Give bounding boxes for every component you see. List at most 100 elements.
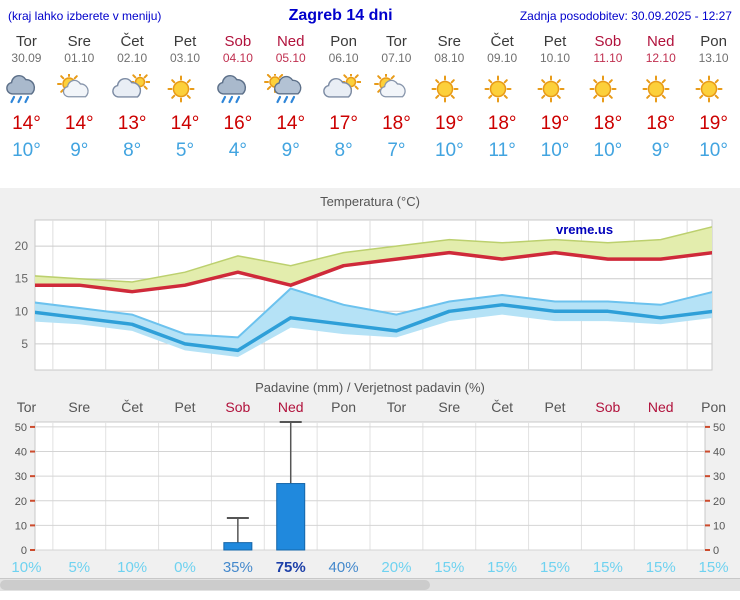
temp-max: 18° (646, 113, 676, 134)
day-name: Tor (16, 33, 37, 50)
weather-icon-cell (687, 74, 740, 106)
sunny-icon (589, 75, 617, 103)
day-column: Pet 03.10 14° 5° (159, 30, 212, 162)
day-column: Pon 13.10 19° 10° (687, 30, 740, 162)
forecast-days-row: Tor 30.09 14° 10° Sre 01.10 14° 9° Čet 02.10 13° 8°… (0, 30, 740, 162)
precip-ytick-right: 10 (713, 520, 725, 532)
sunny-icon (695, 75, 723, 103)
day-date: 03.10 (169, 51, 201, 65)
temp-min: 8° (123, 140, 142, 161)
precip-probability-label: 75% (276, 559, 306, 576)
day-name: Tor (386, 33, 407, 50)
temp-min: 10° (434, 140, 464, 161)
precip-ytick-left: 20 (15, 496, 27, 508)
precip-grid (35, 422, 705, 551)
temp-max: 14° (12, 113, 41, 134)
temp-min: 9° (70, 140, 89, 161)
precip-probability-label: 10% (11, 559, 41, 576)
temp-ytick-label: 15 (15, 272, 29, 286)
day-name: Sob (594, 33, 622, 50)
precip-probability-row: 10% 5% 10% 0% 35% 75% 40% 20% 15% 15% 15% 15% 15% 15% (11, 559, 728, 576)
rain-icon (6, 74, 36, 104)
temp-max: 14° (276, 113, 306, 134)
last-update: Zadnja posodobitev: 30.09.2025 - 12:27 (519, 9, 732, 23)
precipitation-chart-title: Padavine (mm) / Verjetnost padavin (%) (255, 380, 485, 395)
page-title: Zagreb 14 dni (288, 7, 393, 24)
temp-max: 14° (170, 113, 200, 134)
weather-icon-cell (370, 74, 423, 106)
day-date: 10.10 (540, 51, 571, 65)
precip-probability-label: 20% (381, 559, 411, 576)
temp-max: 18° (382, 113, 411, 134)
precip-day-label: Sob (595, 399, 620, 415)
temp-min: 9° (651, 140, 670, 161)
rain-sun-icon (264, 74, 302, 104)
precip-ytick-left: 30 (15, 471, 27, 483)
precip-probability-label: 15% (434, 559, 464, 576)
precip-probability-label: 15% (540, 559, 570, 576)
cloudy-icon (323, 74, 362, 98)
precip-day-label: Pet (544, 399, 565, 415)
day-column: Pon 06.10 17° 8° (317, 30, 370, 162)
precip-day-label: Čet (491, 399, 513, 415)
day-date: 09.10 (487, 51, 518, 65)
temperature-chart-svg: 5 10 15 20 vreme.us (15, 219, 713, 371)
day-date: 06.10 (328, 51, 359, 65)
temp-min: 4° (228, 140, 247, 161)
weather-icon-cell (159, 74, 212, 106)
horizontal-scrollbar[interactable] (0, 578, 740, 591)
temp-min: 9° (281, 140, 300, 161)
day-date: 01.10 (64, 51, 95, 65)
precip-day-label: Sre (68, 399, 90, 415)
precip-day-label: Tor (17, 399, 37, 415)
day-date: 07.10 (381, 51, 412, 65)
precip-probability-label: 15% (593, 559, 623, 576)
partly-icon (56, 74, 89, 98)
temperature-chart: 5 10 15 20 vreme.us (0, 212, 740, 380)
weather-icon-cell (634, 74, 687, 106)
day-column: Ned 05.10 14° 9° (264, 30, 317, 162)
day-name: Čet (120, 33, 144, 50)
weather-icon-cell (106, 74, 159, 106)
precip-day-label: Sre (438, 399, 460, 415)
day-column: Sob 11.10 18° 10° (581, 30, 634, 162)
precip-ytick-right: 0 (713, 545, 719, 557)
temp-min: 11° (488, 140, 516, 161)
day-date: 02.10 (117, 51, 148, 65)
precip-day-label: Čet (121, 399, 143, 415)
day-name: Pon (700, 33, 727, 50)
precip-probability-label: 0% (174, 559, 196, 576)
page-header: (kraj lahko izberete v meniju) Zagreb 14… (0, 0, 740, 28)
weather-icon-cell (423, 74, 476, 106)
precip-day-label: Pet (174, 399, 195, 415)
weather-icon-cell (476, 74, 529, 106)
temp-min: 7° (387, 140, 406, 161)
weather-icon-cell (264, 74, 317, 106)
day-date: 05.10 (275, 51, 306, 65)
location-hint: (kraj lahko izberete v meniju) (8, 9, 162, 23)
day-column: Sre 01.10 14° 9° (53, 30, 106, 162)
temp-min: 10° (699, 140, 728, 161)
day-date: 12.10 (645, 51, 676, 65)
weather-icon-cell (211, 74, 264, 106)
temp-max: 19° (434, 113, 464, 134)
day-column: Tor 07.10 18° 7° (370, 30, 423, 162)
precip-ytick-left: 10 (15, 520, 27, 532)
precip-ytick-right: 30 (713, 471, 725, 483)
scrollbar-thumb[interactable] (0, 580, 430, 590)
precip-probability-label: 40% (329, 559, 359, 576)
precip-probability-label: 35% (223, 559, 253, 576)
temp-max-upper-line (35, 226, 712, 283)
weather-icon-cell (0, 74, 53, 106)
day-name: Pet (173, 33, 197, 50)
precip-ytick-right: 20 (713, 496, 725, 508)
precip-ytick-right: 50 (713, 422, 725, 434)
temp-series (35, 226, 712, 357)
precipitation-chart: Tor Sre Čet Pet Sob Ned Pon Tor Sre Čet Pet Sob Ned P… (0, 398, 740, 578)
sunny-icon (431, 75, 459, 103)
weather-icon-cell (53, 74, 106, 106)
precip-ytick-left: 40 (15, 447, 27, 459)
day-name: Ned (646, 33, 675, 50)
day-date: 30.09 (11, 51, 42, 65)
day-column: Sre 08.10 19° 10° (423, 30, 476, 162)
